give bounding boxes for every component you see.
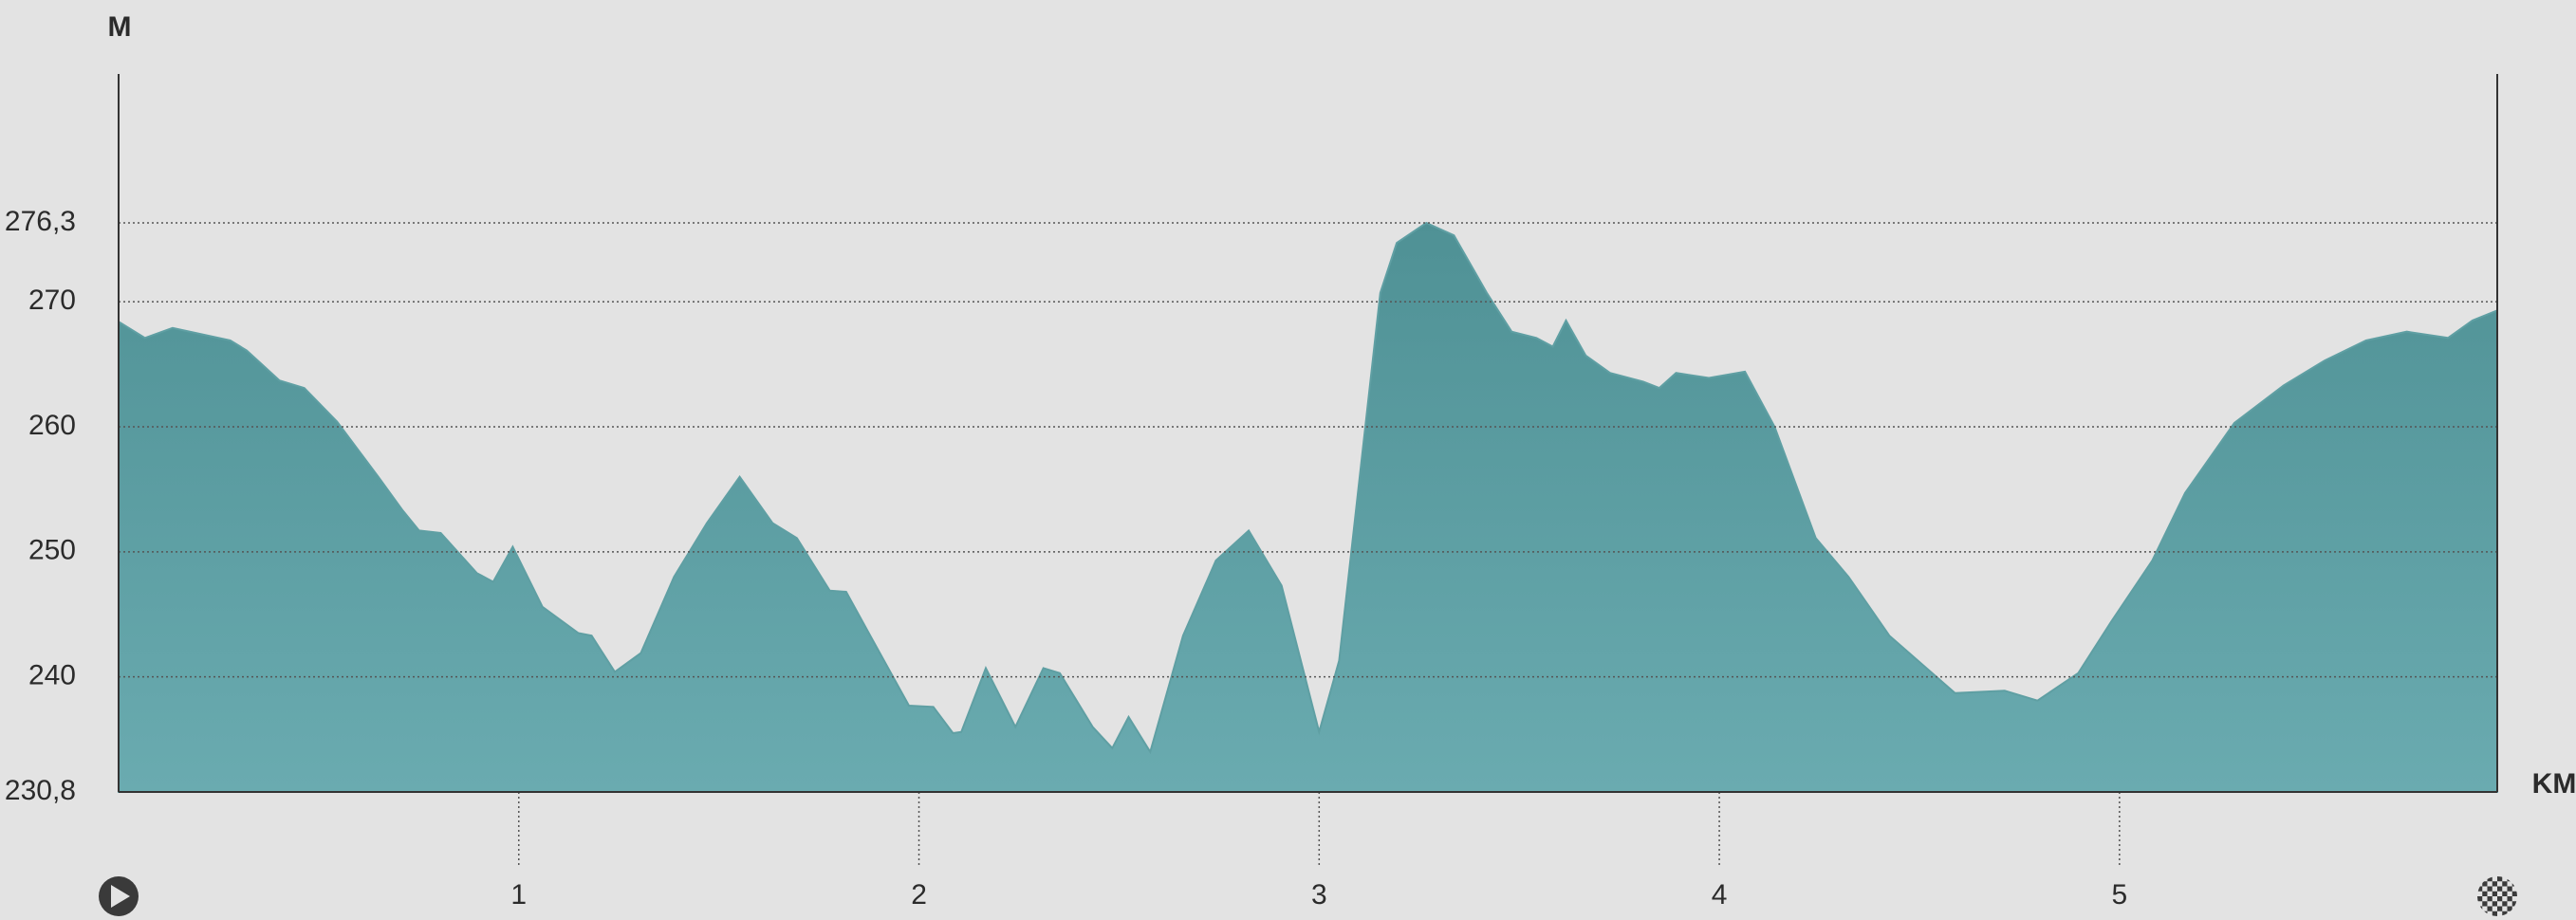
x-axis-title: KM <box>2532 768 2576 800</box>
y-tick-label: 276,3 <box>5 206 76 237</box>
y-tick-label: 240 <box>28 660 76 691</box>
x-tick-label: 5 <box>2112 879 2128 911</box>
start-icon <box>99 876 139 916</box>
y-tick-label: 260 <box>28 410 76 441</box>
x-tick-label: 3 <box>1311 879 1327 911</box>
x-tick-label: 1 <box>510 879 527 911</box>
elevation-area <box>118 221 2498 793</box>
x-tick-label: 2 <box>911 879 927 911</box>
finish-icon <box>2477 876 2517 916</box>
x-tick-label: 4 <box>1712 879 1728 911</box>
y-tick-label: 270 <box>28 285 76 316</box>
y-axis-title: M <box>108 11 132 43</box>
plot-area: 230,8 240 250 260 270 276,3 1 2 3 4 5 <box>5 74 2498 911</box>
y-tick-label: 230,8 <box>5 775 76 806</box>
y-tick-label: 250 <box>28 535 76 566</box>
